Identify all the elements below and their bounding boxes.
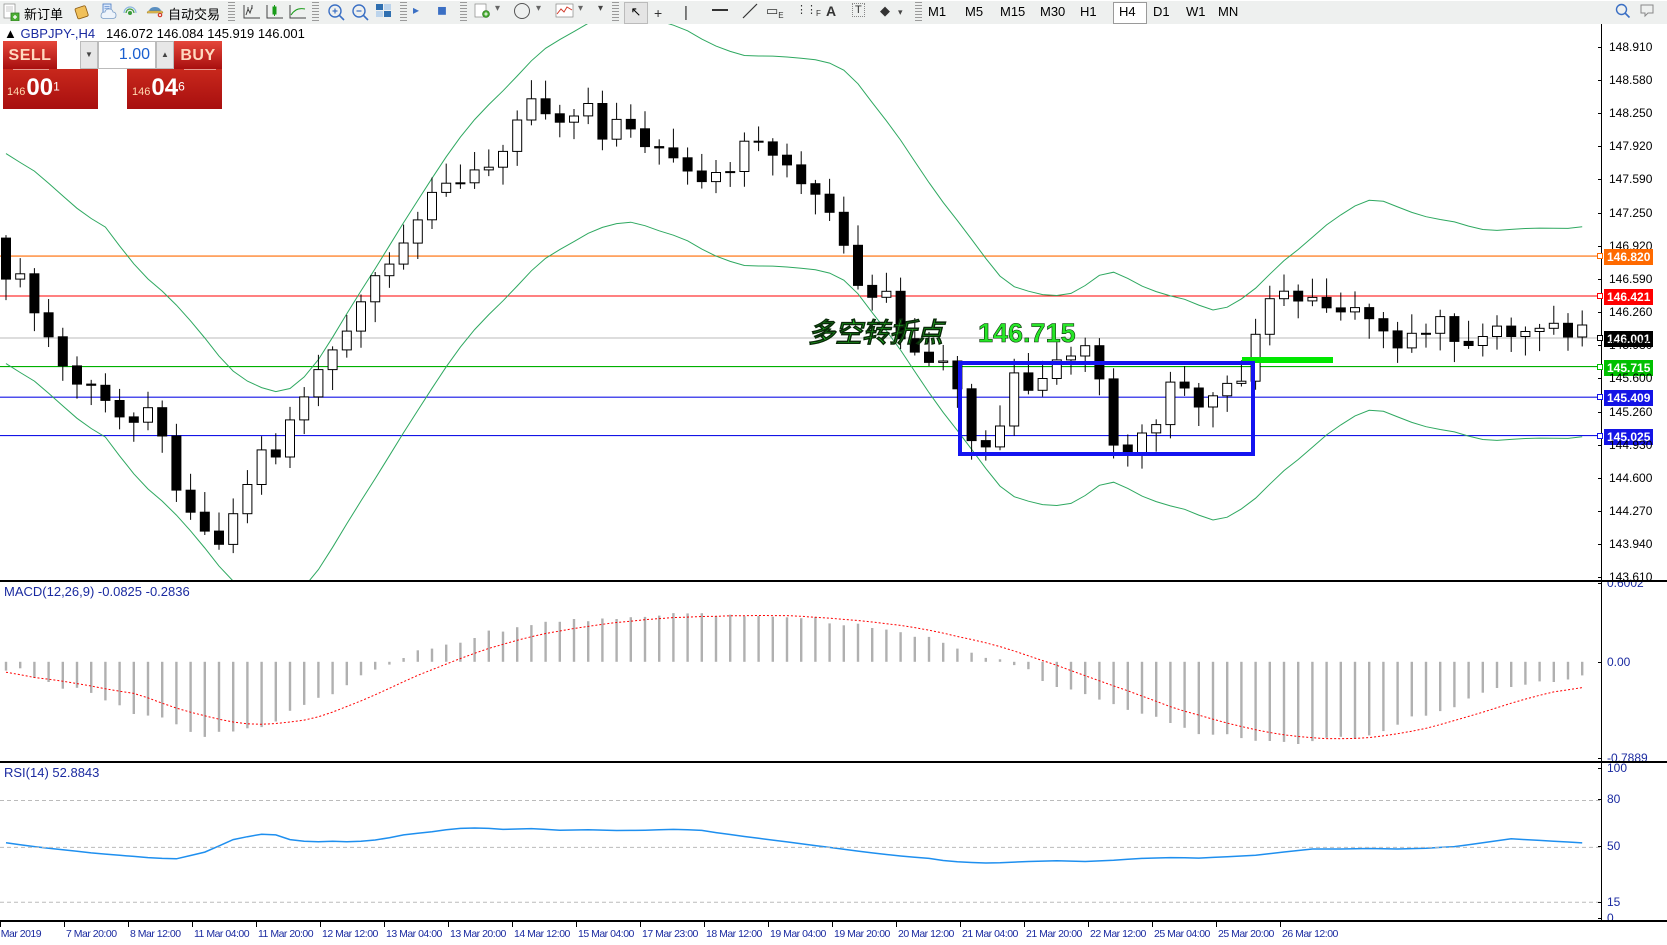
- svg-text:146.715: 146.715: [978, 318, 1076, 348]
- svg-text:多空转折点: 多空转折点: [808, 318, 947, 348]
